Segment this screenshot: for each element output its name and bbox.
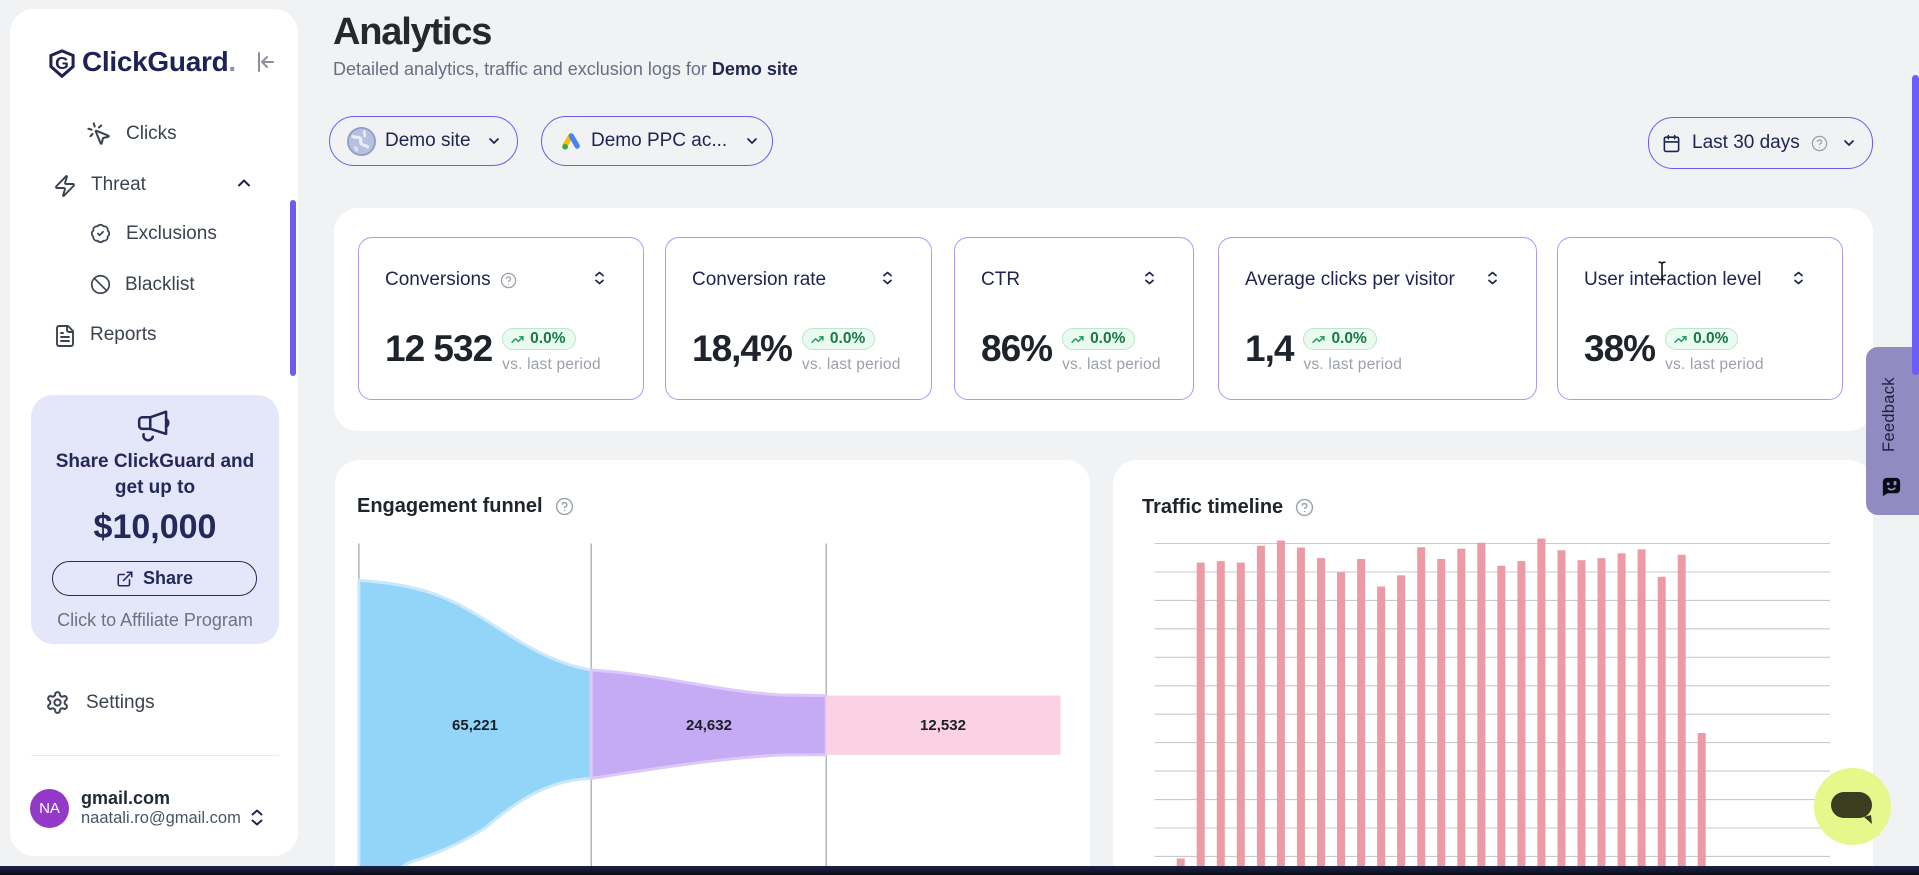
svg-text:12,532: 12,532 bbox=[920, 717, 966, 734]
svg-text:24,632: 24,632 bbox=[686, 717, 732, 734]
svg-text:65,221: 65,221 bbox=[452, 717, 498, 734]
svg-text:G: G bbox=[55, 53, 69, 73]
